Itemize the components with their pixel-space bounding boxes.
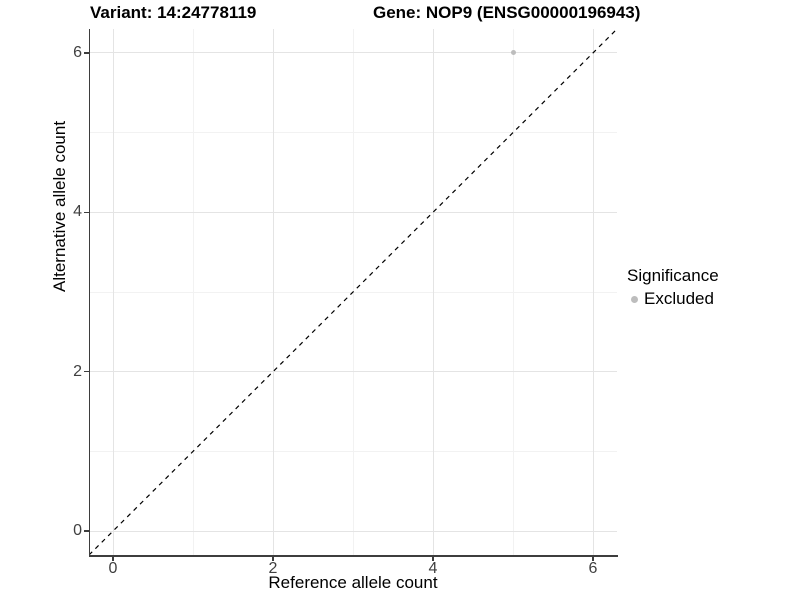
y-tick-mark (84, 52, 89, 54)
x-tick-mark (592, 556, 594, 561)
x-tick-label: 2 (268, 560, 278, 577)
y-tick-label: 4 (73, 203, 82, 221)
y-tick-mark (84, 211, 89, 214)
gridline-x-major (272, 29, 274, 555)
y-tick-mark (84, 530, 89, 532)
legend-item-label: Excluded (644, 289, 714, 308)
gridline-y-major (89, 52, 617, 54)
x-tick-mark (272, 556, 274, 561)
y-axis-line (88, 29, 90, 557)
legend-item-excluded: Excluded (627, 289, 719, 309)
x-axis-line (88, 555, 618, 557)
identity-line-y-equals-x (89, 29, 617, 555)
gridline-y-minor (89, 132, 617, 134)
gridline-y-major (89, 371, 617, 373)
legend: Significance Excluded (627, 266, 719, 309)
gridline-x-major (432, 29, 434, 555)
gridline-x-major (112, 29, 114, 555)
gridline-y-minor (89, 450, 617, 452)
legend-point-icon (631, 295, 638, 303)
data-point-excluded (510, 50, 516, 56)
gridline-x-major (592, 29, 594, 555)
x-tick-mark (432, 556, 434, 561)
legend-title: Significance (627, 266, 719, 285)
x-tick-label: 0 (108, 560, 118, 577)
x-tick-label: 4 (428, 560, 438, 577)
plot-title-variant: Variant: 14:24778119 (90, 3, 257, 22)
x-tick-label: 6 (588, 560, 598, 577)
y-tick-label: 6 (73, 43, 82, 61)
plot-panel (89, 29, 617, 555)
y-tick-label: 2 (73, 362, 82, 380)
x-axis-title: Reference allele count (268, 573, 438, 592)
y-tick-label: 0 (73, 522, 82, 540)
gridline-y-major (89, 211, 617, 213)
y-tick-mark (84, 370, 89, 373)
plot-title-gene: Gene: NOP9 (ENSG00000196943) (373, 3, 641, 22)
x-tick-mark (112, 556, 114, 561)
gridline-y-major (89, 530, 617, 532)
